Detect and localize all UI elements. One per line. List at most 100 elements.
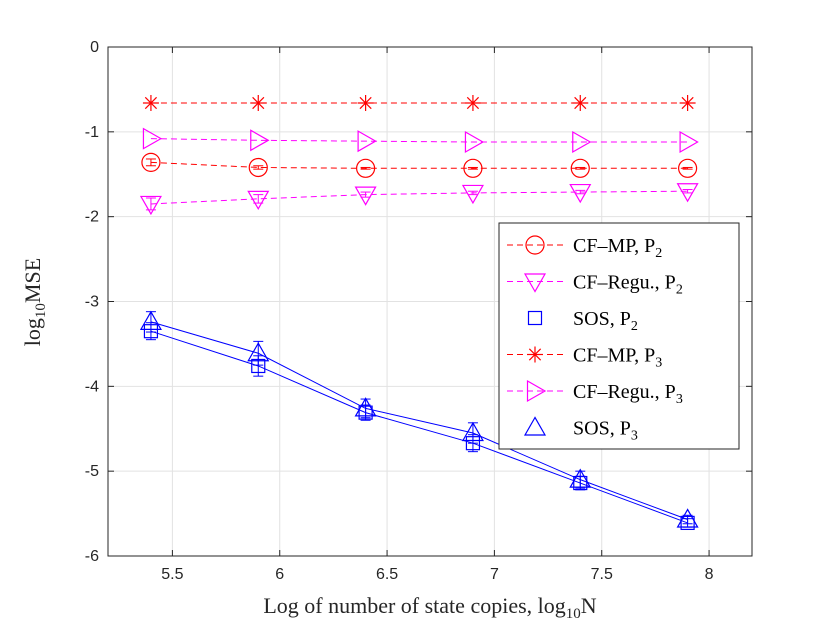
series-0 — [141, 152, 698, 178]
data-point — [677, 158, 698, 178]
y-tick-label: -6 — [85, 548, 99, 565]
data-point — [464, 94, 481, 111]
error-bar — [145, 158, 156, 167]
legend-marker — [523, 273, 547, 293]
legend-marker — [525, 235, 545, 255]
error-bar — [682, 166, 693, 170]
data-point — [570, 158, 590, 178]
data-point — [139, 310, 162, 330]
series-1 — [139, 183, 699, 216]
legend-marker — [527, 310, 543, 326]
data-point — [461, 421, 484, 442]
data-point — [679, 94, 696, 111]
data-point — [357, 94, 374, 111]
data-point — [142, 94, 159, 111]
x-axis-label-tail: N — [581, 593, 597, 618]
data-point — [248, 157, 268, 178]
legend-label: CF–Regu., P3 — [573, 381, 683, 407]
data-point — [247, 190, 270, 211]
data-point — [142, 127, 163, 150]
legend-item-0: CF–MP, P2 — [507, 235, 662, 261]
legend-label-text: CF–MP, P — [573, 345, 655, 367]
series-4 — [142, 127, 699, 154]
x-tick-label: 8 — [705, 566, 714, 583]
data-point — [569, 468, 592, 488]
error-bar — [360, 191, 371, 198]
legend-label-subscript: 2 — [631, 319, 638, 334]
x-axis-label-subscript: 10 — [566, 606, 581, 622]
error-bar — [253, 165, 264, 170]
data-point — [464, 130, 485, 154]
axes — [107, 46, 753, 557]
y-axis-label-tail: MSE — [20, 258, 45, 303]
data-point — [569, 183, 592, 204]
y-tick-label: -3 — [85, 294, 99, 311]
legend-item-5: SOS, P3 — [523, 416, 638, 444]
x-axis-label: Log of number of state copies, log10N — [263, 593, 596, 622]
data-point — [357, 130, 377, 153]
series-line-5 — [150, 321, 688, 520]
y-axis-label: log10MSE — [20, 258, 49, 346]
y-axis-label-text: log — [20, 318, 45, 346]
legend-label-text: CF–MP, P — [573, 235, 655, 257]
tick-labels: 5.5 6 6.5 7 7.5 8 -6 -5 -4 -3 -2 -1 0 — [85, 39, 714, 583]
data-point — [139, 195, 162, 216]
series-5 — [139, 310, 699, 528]
data-point — [676, 508, 699, 528]
legend-label-text: SOS, P — [573, 418, 631, 440]
legend-label-subscript: 2 — [676, 283, 683, 298]
series-line-2 — [150, 330, 688, 524]
error-bar — [145, 197, 156, 211]
data-point — [572, 130, 592, 154]
legend-label-text: CF–Regu., P — [573, 381, 676, 403]
error-bar — [682, 189, 693, 194]
legend-label: SOS, P2 — [573, 308, 638, 334]
legend-item-2: SOS, P2 — [527, 308, 638, 334]
legend-item-1: CF–Regu., P2 — [507, 272, 683, 298]
data-point — [354, 397, 377, 417]
data-point — [463, 158, 483, 178]
data-point — [356, 158, 376, 178]
legend-item-3: CF–MP, P3 — [507, 345, 662, 371]
data-point — [247, 342, 270, 362]
error-bar — [575, 166, 586, 170]
legend-label: CF–Regu., P2 — [573, 272, 683, 298]
data-point — [461, 184, 484, 205]
legend-label: CF–MP, P3 — [573, 345, 662, 371]
series-layer — [139, 94, 699, 531]
data-point — [354, 186, 377, 206]
legend-marker — [526, 379, 547, 403]
y-tick-label: -1 — [85, 124, 99, 141]
error-bar — [575, 189, 586, 195]
legend-box — [498, 222, 740, 450]
error-bar — [467, 190, 478, 196]
x-tick-label: 7 — [490, 566, 499, 583]
legend-marker — [527, 346, 543, 363]
data-point — [676, 183, 699, 203]
x-tick-label: 7.5 — [591, 566, 613, 583]
data-point — [141, 152, 161, 172]
x-axis-label-text: Log of number of state copies, log — [263, 593, 565, 618]
error-bar — [360, 166, 371, 170]
legend-label: CF–MP, P2 — [573, 235, 662, 261]
y-axis-label-subscript: 10 — [33, 303, 49, 318]
legend-label-subscript: 3 — [655, 356, 662, 371]
legend-label: SOS, P3 — [573, 418, 638, 444]
data-point — [679, 130, 699, 154]
legend-label-text: SOS, P — [573, 308, 631, 330]
legend-label-subscript: 2 — [655, 246, 662, 261]
legend-item-4: CF–Regu., P3 — [507, 379, 683, 407]
error-bar — [575, 470, 586, 489]
legend-label-subscript: 3 — [631, 429, 638, 444]
y-tick-label: 0 — [90, 39, 99, 56]
error-bar — [467, 166, 478, 170]
legend-label-text: CF–Regu., P — [573, 272, 676, 294]
x-tick-label: 6 — [275, 566, 284, 583]
series-3 — [142, 94, 696, 111]
y-tick-label: -5 — [85, 463, 99, 480]
data-point — [250, 94, 267, 111]
x-tick-label: 6.5 — [376, 566, 398, 583]
y-tick-label: -2 — [85, 209, 99, 226]
